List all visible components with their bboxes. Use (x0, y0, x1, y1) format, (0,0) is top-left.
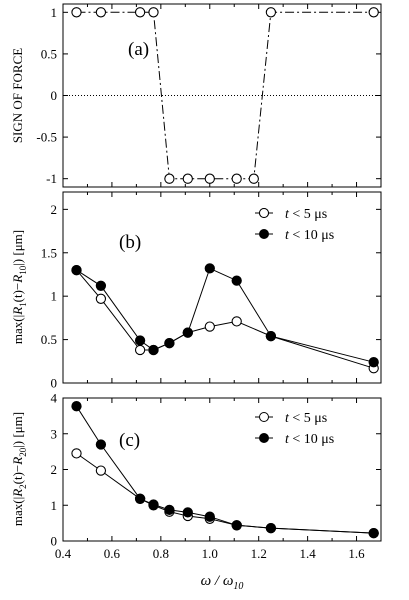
x-tick-label: 1.2 (251, 546, 267, 561)
y-tick-label: -0.5 (36, 130, 57, 145)
data-point-filled (368, 357, 379, 368)
data-point-open (182, 173, 193, 184)
legend-label-open: t < 5 μs (285, 207, 327, 222)
data-point-filled (134, 493, 146, 504)
data-point-filled (182, 507, 193, 518)
legend-marker-filled (259, 433, 269, 443)
data-point-open (95, 293, 107, 304)
x-tick-label: 0.6 (104, 546, 121, 561)
data-point-filled (231, 275, 242, 286)
legend-label-filled: t < 10 μs (285, 432, 334, 447)
panel-b: (b) max(|R1(t)−R10|) [μm] t < 5 μs t < 1… (10, 191, 382, 391)
data-point-filled (71, 401, 82, 412)
y-tick-label: 1 (51, 498, 58, 513)
y-tick-label: 1.5 (41, 245, 57, 260)
data-point-open (164, 173, 175, 184)
data-point-filled (204, 511, 215, 522)
y-tick-label: -1 (46, 171, 57, 186)
y-tick-label: 0.5 (41, 46, 57, 61)
data-point-filled (164, 337, 175, 349)
x-tick-label: 0.8 (153, 546, 169, 561)
legend-marker-open (259, 208, 269, 218)
x-axis-label: ω / ω10 (201, 573, 244, 592)
data-point-filled (204, 263, 215, 274)
panel-b-frame (62, 191, 382, 384)
legend-label-filled: t < 10 μs (285, 228, 334, 243)
data-point-filled (134, 335, 146, 346)
data-point-filled (71, 264, 82, 276)
data-point-open (265, 7, 277, 18)
data-point-filled (148, 499, 159, 510)
data-point-open (231, 316, 242, 327)
data-point-open (71, 448, 82, 459)
x-tick-label: 1.6 (348, 546, 365, 561)
x-tick-label: 1.4 (299, 546, 316, 561)
data-point-filled (265, 522, 277, 534)
data-point-filled (231, 520, 242, 531)
data-point-open (368, 7, 379, 18)
data-point-filled (164, 504, 175, 516)
data-point-open (134, 344, 146, 356)
data-point-filled (148, 344, 159, 356)
x-tick-label: 0.4 (55, 546, 72, 561)
series-line (76, 269, 374, 369)
panel-a-label: (a) (128, 39, 149, 60)
series-line (76, 267, 374, 363)
data-point-open (95, 465, 107, 476)
data-point-open (231, 173, 242, 184)
data-point-open (134, 7, 146, 18)
x-tick-labels: 0.4 0.6 0.8 1.0 1.2 1.4 1.6 (55, 546, 365, 561)
data-point-open (204, 321, 215, 332)
y-tick-label: 0 (51, 534, 58, 549)
x-tick-label: 1.0 (202, 546, 218, 561)
panel-c-frame (62, 397, 382, 542)
panel-c: (c) max(|R2(t)−R20|) [μm] t < 5 μs t < 1… (10, 391, 382, 561)
legend-label-open: t < 5 μs (285, 411, 327, 426)
panel-c-y-axis-label: max(|R2(t)−R20|) [μm] (10, 412, 28, 526)
y-tick-label: 2 (51, 202, 58, 217)
panel-a-y-axis-label: SIGN OF FORCE (10, 48, 25, 143)
y-tick-label: 1 (51, 5, 58, 20)
data-point-filled (95, 439, 107, 450)
data-point-filled (95, 280, 107, 291)
data-point-open (95, 7, 107, 18)
y-tick-label: 3 (51, 426, 58, 441)
data-point-open (71, 7, 82, 18)
panel-c-legend: t < 5 μs t < 10 μs (255, 411, 334, 447)
y-tick-label: 0 (51, 88, 58, 103)
panel-b-legend: t < 5 μs t < 10 μs (255, 207, 334, 243)
panel-b-y-axis-label: max(|R1(t)−R10|) [μm] (10, 230, 28, 344)
series-line (76, 405, 374, 534)
panel-c-label: (c) (119, 430, 140, 451)
data-point-filled (265, 330, 277, 342)
legend-marker-filled (259, 229, 269, 239)
data-point-filled (182, 327, 193, 338)
data-point-open (148, 7, 159, 18)
y-tick-label: 0.5 (41, 332, 57, 347)
panel-c-marks: 0 1 2 3 4 (51, 391, 381, 549)
y-tick-label: 0 (51, 376, 58, 391)
panel-b-label: (b) (119, 232, 141, 253)
y-tick-label: 2 (51, 462, 58, 477)
data-point-open (204, 173, 215, 184)
data-point-open (248, 173, 259, 184)
legend-marker-open (259, 412, 269, 422)
panel-a-marks: 1 0.5 0 -0.5 -1 (36, 4, 381, 187)
y-tick-label: 1 (51, 289, 58, 304)
y-tick-label: 4 (51, 391, 58, 406)
data-point-filled (368, 527, 379, 539)
panel-a: (a) SIGN OF FORCE 1 0.5 0 -0.5 -1 (10, 3, 382, 188)
panel-b-marks: 0 0.5 1 1.5 2 (41, 192, 381, 391)
